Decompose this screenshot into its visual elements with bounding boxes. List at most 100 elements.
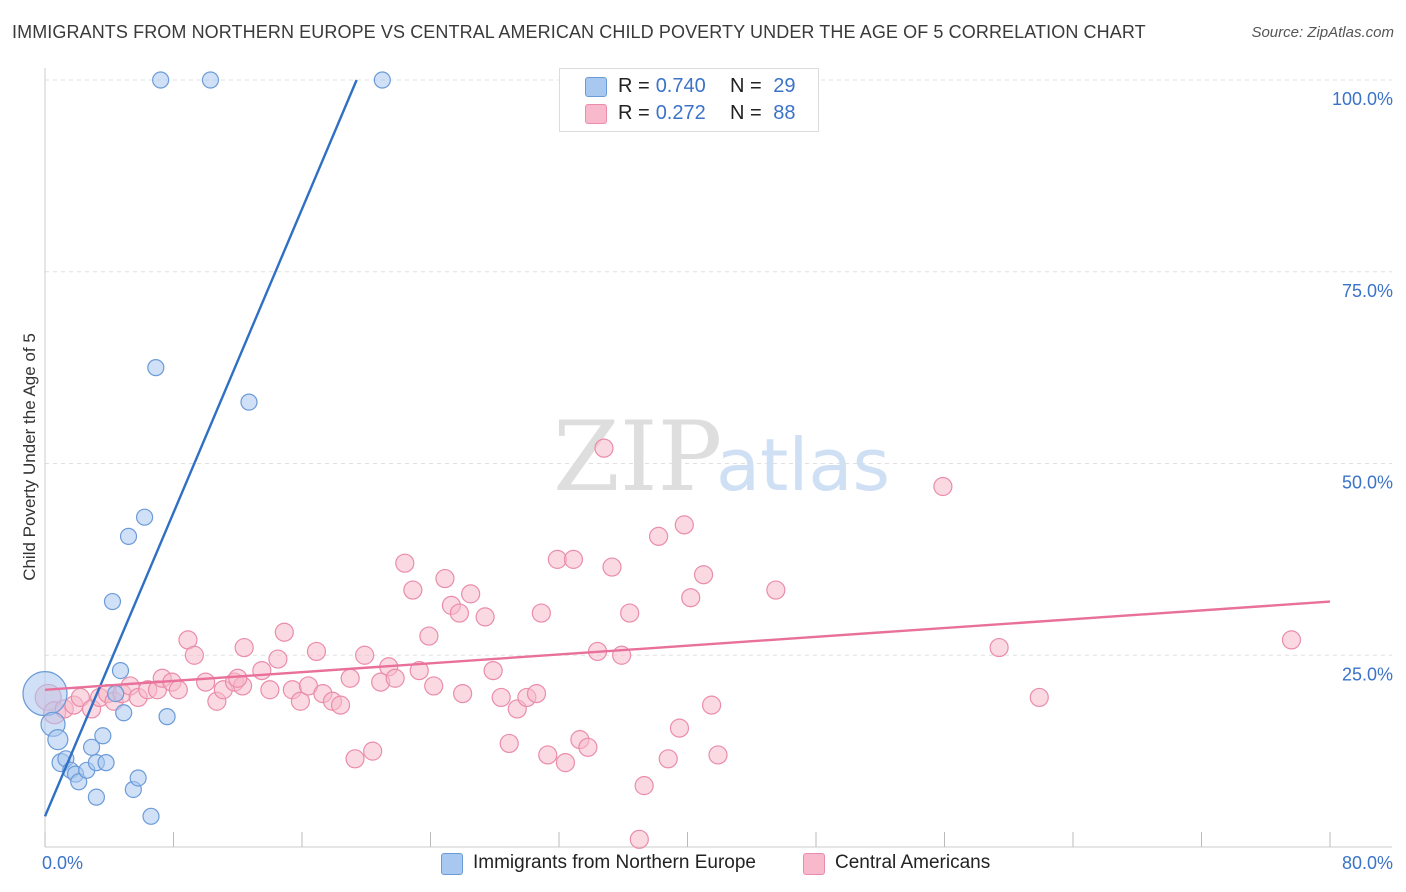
- source-credit: Source: ZipAtlas.com: [1251, 24, 1394, 41]
- central-americans-point: [453, 683, 473, 704]
- watermark: ZIP atlas: [553, 401, 890, 513]
- central-americans-point: [196, 672, 216, 692]
- legend-swatch-pink: [803, 853, 825, 875]
- central-americans-point: [531, 603, 551, 623]
- legend-label-central-americans: Central Americans: [835, 852, 991, 873]
- northern-europe-point: [119, 527, 138, 545]
- central-americans-point: [766, 580, 786, 600]
- legend-swatch-blue: [585, 77, 607, 97]
- central-americans-point: [234, 637, 254, 658]
- central-americans-point: [491, 687, 511, 708]
- legend-n-value: 88: [773, 102, 796, 124]
- central-americans-point: [260, 680, 280, 700]
- northern-europe-point: [129, 769, 147, 787]
- central-americans-point: [1281, 630, 1302, 650]
- central-americans-point: [435, 568, 455, 589]
- central-americans-point: [419, 626, 439, 646]
- central-americans-point: [403, 580, 423, 600]
- legend-r-value: 0.272: [655, 102, 706, 124]
- central-americans-trend-line: [44, 600, 1331, 691]
- central-americans-point: [538, 745, 558, 765]
- central-americans-point: [555, 753, 576, 773]
- central-americans-point: [681, 588, 701, 608]
- x-tick-label: 80.0%: [1342, 853, 1393, 873]
- northern-europe-point: [135, 508, 154, 526]
- central-americans-point: [526, 683, 547, 704]
- tick-labels: 25.0% 50.0% 75.0% 100.0% 0.0% 80.0%: [42, 89, 1393, 873]
- central-americans-point: [989, 637, 1009, 658]
- central-americans-point: [409, 660, 429, 681]
- northern-europe-point: [147, 359, 165, 377]
- legend-swatch-blue: [441, 853, 463, 875]
- northern-europe-point: [94, 727, 112, 745]
- central-americans-point: [499, 733, 519, 754]
- legend-r-label: R =: [618, 75, 650, 97]
- central-americans-point: [306, 641, 327, 662]
- central-americans-point: [268, 649, 288, 669]
- central-americans-point: [184, 645, 204, 665]
- northern-europe-point: [201, 71, 220, 89]
- central-americans-point: [330, 695, 351, 715]
- stats-legend: R = 0.740 N = 29 R = 0.272 N = 88: [559, 68, 819, 132]
- legend-n-label: N =: [730, 75, 762, 97]
- central-americans-point: [669, 718, 690, 738]
- central-americans-point: [1029, 687, 1049, 708]
- y-tick-label: 50.0%: [1342, 473, 1393, 493]
- northern-europe-point: [111, 661, 130, 680]
- central-americans-point: [620, 603, 640, 623]
- central-americans-point: [483, 660, 503, 681]
- central-americans-point: [395, 553, 415, 573]
- legend-swatch-pink: [585, 104, 607, 124]
- central-americans-point: [252, 660, 272, 681]
- central-americans-point: [385, 668, 405, 688]
- central-americans-point: [340, 668, 360, 688]
- legend-r-value: 0.740: [655, 75, 706, 97]
- central-americans-point: [648, 526, 669, 546]
- watermark-atlas: atlas: [716, 423, 890, 507]
- central-americans-point: [449, 603, 470, 623]
- northern-europe-point: [103, 592, 122, 611]
- central-americans-point: [274, 622, 294, 642]
- chart-title: IMMIGRANTS FROM NORTHERN EUROPE VS CENTR…: [12, 22, 1146, 42]
- northern-europe-point: [240, 393, 258, 411]
- central-americans-point: [424, 676, 444, 696]
- northern-europe-point: [115, 704, 133, 722]
- central-americans-point: [578, 737, 598, 757]
- central-americans-point: [602, 557, 622, 577]
- central-americans-point: [290, 691, 310, 711]
- y-tick-label: 75.0%: [1342, 281, 1393, 301]
- central-americans-point: [475, 607, 495, 627]
- central-americans-point: [674, 515, 694, 535]
- trend-lines: [43, 79, 1331, 817]
- legend-r-label: R =: [618, 102, 650, 124]
- northern-europe-point: [107, 684, 125, 703]
- central-americans-point: [708, 745, 728, 765]
- northern-europe-point: [97, 754, 115, 772]
- central-americans-point: [658, 749, 678, 769]
- central-americans-point: [547, 549, 567, 569]
- northern-europe-point: [22, 670, 68, 717]
- watermark-zip: ZIP: [553, 401, 722, 513]
- northern-europe-point: [47, 729, 69, 751]
- central-americans-point: [168, 680, 188, 700]
- northern-europe-point: [152, 71, 170, 89]
- central-americans-point: [594, 438, 614, 458]
- northern-europe-point: [82, 738, 101, 756]
- central-americans-point: [345, 749, 365, 769]
- northern-europe-point: [373, 71, 391, 89]
- northern-europe-point: [142, 807, 160, 825]
- legend-n-value: 29: [773, 75, 796, 97]
- central-americans-point: [933, 476, 953, 497]
- y-tick-label: 100.0%: [1332, 89, 1393, 109]
- central-americans-point: [355, 645, 375, 665]
- central-americans-point: [629, 829, 649, 849]
- x-tick-label: 0.0%: [42, 853, 83, 873]
- legend-n-label: N =: [730, 102, 762, 124]
- northern-europe-point: [158, 708, 176, 726]
- central-americans-point: [701, 695, 722, 715]
- central-americans-point: [563, 549, 584, 569]
- northern-europe-points: [22, 71, 391, 825]
- y-tick-label: 25.0%: [1342, 664, 1393, 684]
- legend-label-northern-europe: Immigrants from Northern Europe: [473, 852, 756, 873]
